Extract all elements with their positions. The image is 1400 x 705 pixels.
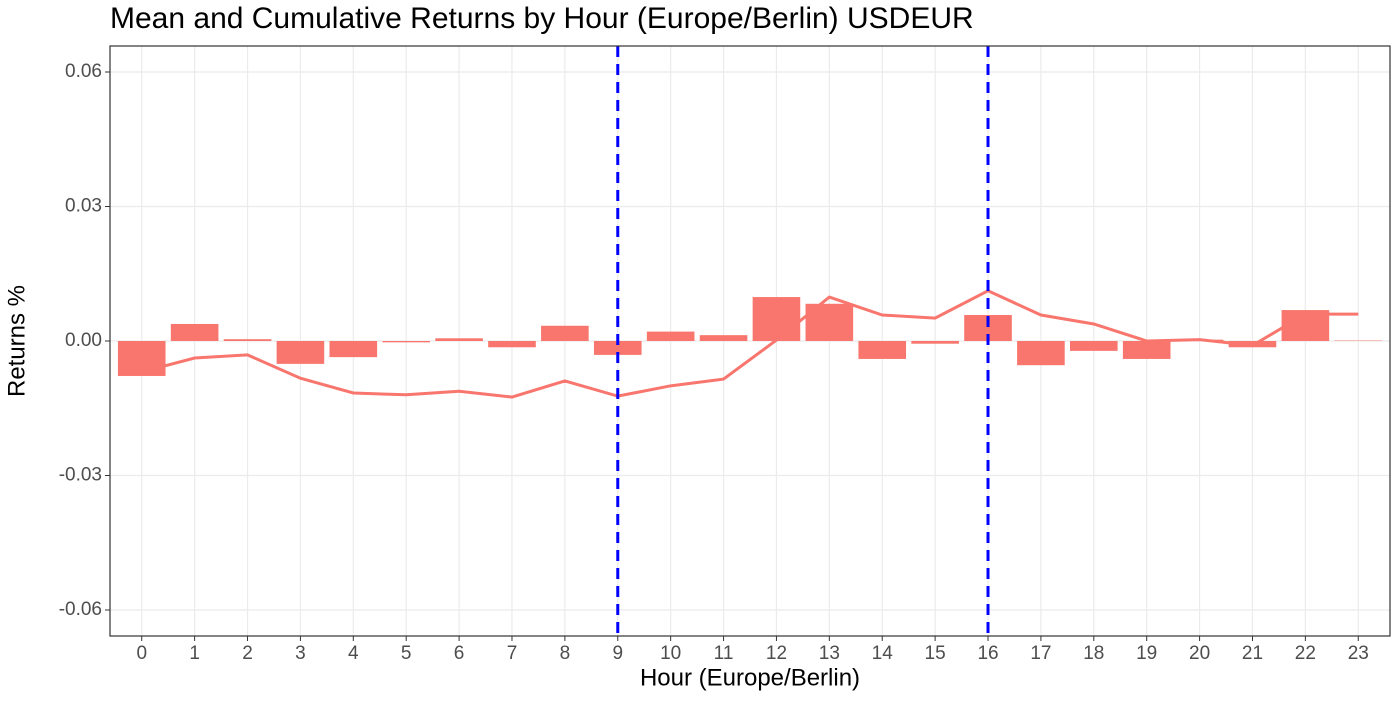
x-tick-label: 13 [819,643,840,664]
x-tick-label: 12 [766,643,787,664]
x-tick-label: 14 [872,643,894,664]
x-tick-label: 20 [1189,643,1210,664]
x-tick-label: 0 [136,643,147,664]
bar [753,297,801,341]
bar [858,341,906,359]
x-tick-label: 11 [714,643,734,664]
x-tick-label: 8 [560,643,571,664]
y-tick-label: 0.03 [65,196,102,217]
x-tick-label: 3 [295,643,306,664]
x-tick-label: 18 [1083,643,1104,664]
x-tick-label: 22 [1295,643,1316,664]
x-tick-label: 19 [1136,643,1157,664]
y-tick-label: -0.03 [59,465,102,486]
bar [330,341,378,357]
bar [911,341,959,344]
x-tick-label: 17 [1030,643,1051,664]
x-axis-title: Hour (Europe/Berlin) [640,664,860,691]
y-tick-label: -0.06 [59,599,102,620]
x-tick-label: 1 [189,643,200,664]
x-tick-label: 4 [348,643,359,664]
chart-title: Mean and Cumulative Returns by Hour (Eur… [110,2,974,35]
bar [541,326,589,341]
bar [1123,341,1171,359]
x-tick-label: 21 [1242,643,1263,664]
x-tick-label: 2 [242,643,253,664]
x-tick-label: 23 [1348,643,1369,664]
x-tick-label: 7 [507,643,518,664]
y-axis-title: Returns % [3,285,30,397]
x-tick-label: 16 [977,643,998,664]
y-tick-label: 0.00 [65,330,102,351]
x-tick-label: 6 [454,643,465,664]
bar [171,324,219,341]
x-tick-label: 5 [401,643,412,664]
x-tick-label: 9 [612,643,623,664]
bar [1017,341,1065,365]
y-tick-label: 0.06 [65,61,102,82]
bar [277,341,325,364]
bar [488,341,536,347]
bar [224,339,272,341]
bar [647,332,695,341]
bar [700,335,748,341]
bar [382,341,430,342]
bar [1070,341,1118,351]
bar [435,338,483,341]
x-tick-label: 10 [660,643,681,664]
x-tick-label: 15 [925,643,946,664]
